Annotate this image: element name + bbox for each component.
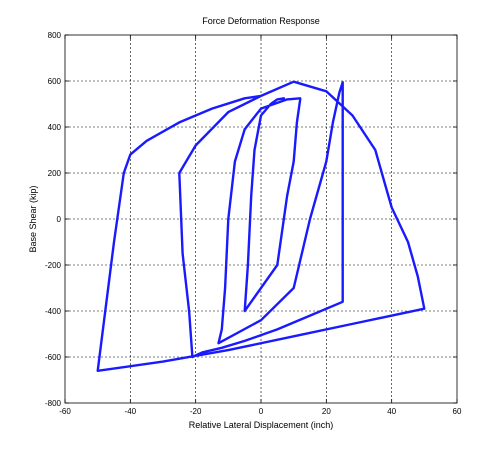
y-tick-label: 200 [48, 169, 62, 178]
y-tick-label: -800 [45, 399, 62, 408]
y-tick-labels: -800 -600 -400 -200 0 200 400 600 800 [45, 31, 62, 408]
y-tick-label: 600 [48, 77, 62, 86]
y-tick-label: -200 [45, 261, 62, 270]
x-axis-label: Relative Lateral Displacement (inch) [189, 420, 334, 430]
y-tick-label: 400 [48, 123, 62, 132]
x-tick-labels: -60 -40 -20 0 20 40 60 [59, 407, 462, 416]
series-group [96, 80, 426, 372]
x-tick-label: -20 [190, 407, 202, 416]
hysteresis-series-line [96, 80, 426, 372]
x-tick-label: 40 [387, 407, 396, 416]
x-tick-label: 20 [322, 407, 331, 416]
ticks [64, 34, 458, 404]
y-tick-label: -600 [45, 353, 62, 362]
chart-title: Force Deformation Response [202, 16, 320, 26]
y-tick-label: -400 [45, 307, 62, 316]
x-tick-label: 60 [453, 407, 462, 416]
x-tick-label: 0 [259, 407, 264, 416]
y-tick-label: 0 [57, 215, 62, 224]
x-tick-label: -40 [125, 407, 137, 416]
y-axis-label: Base Shear (kip) [28, 185, 38, 252]
x-tick-label: -60 [59, 407, 71, 416]
y-tick-label: 800 [48, 31, 62, 40]
grid [65, 35, 457, 403]
